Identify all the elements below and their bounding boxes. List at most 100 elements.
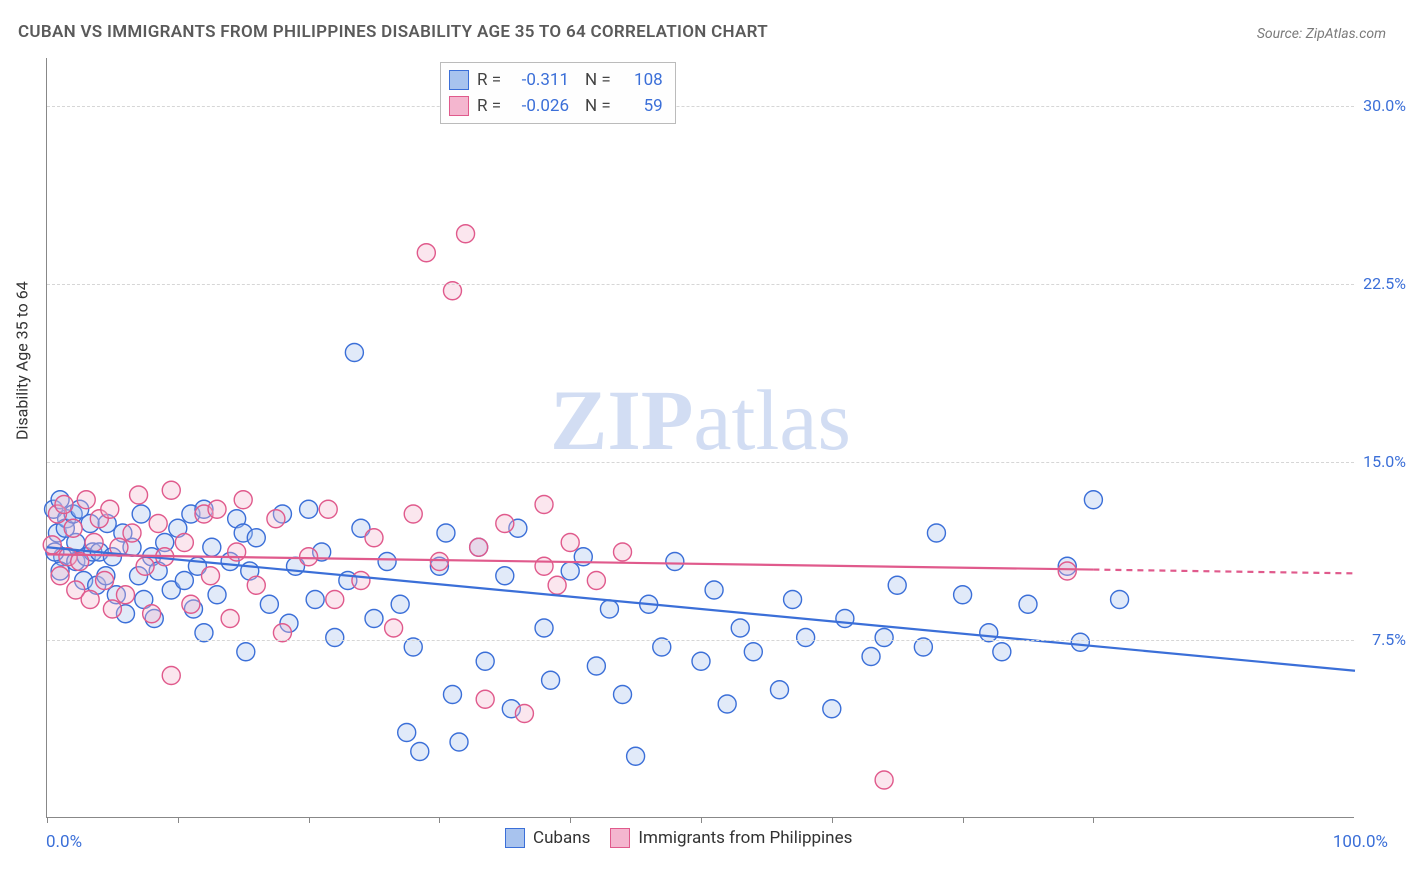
data-point bbox=[378, 553, 396, 571]
data-point bbox=[81, 591, 99, 609]
data-point bbox=[411, 743, 429, 761]
data-point bbox=[103, 600, 121, 618]
data-point bbox=[836, 610, 854, 628]
data-point bbox=[587, 572, 605, 590]
data-point bbox=[267, 510, 285, 528]
data-point bbox=[548, 576, 566, 594]
data-point bbox=[437, 524, 455, 542]
x-tick-mark bbox=[439, 817, 440, 823]
legend-r-value: -0.026 bbox=[509, 93, 569, 119]
legend-r-label: R = bbox=[477, 93, 501, 119]
data-point bbox=[875, 771, 893, 789]
legend-swatch bbox=[449, 96, 469, 116]
gridline bbox=[47, 640, 1354, 641]
y-tick-label: 7.5% bbox=[1336, 630, 1406, 649]
chart-title: CUBAN VS IMMIGRANTS FROM PHILIPPINES DIS… bbox=[18, 22, 768, 42]
data-point bbox=[954, 586, 972, 604]
data-point bbox=[443, 686, 461, 704]
gridline bbox=[47, 284, 1354, 285]
data-point bbox=[77, 491, 95, 509]
data-point bbox=[535, 496, 553, 514]
data-point bbox=[476, 652, 494, 670]
data-point bbox=[692, 652, 710, 670]
source-attribution: Source: ZipAtlas.com bbox=[1257, 26, 1386, 42]
data-point bbox=[365, 529, 383, 547]
data-point bbox=[143, 605, 161, 623]
x-tick-mark bbox=[570, 817, 571, 823]
legend-r-label: R = bbox=[477, 67, 501, 93]
data-point bbox=[182, 595, 200, 613]
data-point bbox=[55, 496, 73, 514]
data-point bbox=[149, 515, 167, 533]
data-point bbox=[221, 610, 239, 628]
data-point bbox=[823, 700, 841, 718]
legend-n-label: N = bbox=[585, 93, 611, 119]
data-point bbox=[300, 500, 318, 518]
data-point bbox=[542, 671, 560, 689]
data-point bbox=[202, 567, 220, 585]
data-point bbox=[1019, 595, 1037, 613]
legend-n-value: 108 bbox=[619, 67, 663, 93]
x-tick-mark bbox=[832, 817, 833, 823]
legend-stat-row: R = -0.311 N = 108 bbox=[449, 67, 663, 93]
x-tick-mark bbox=[1093, 817, 1094, 823]
legend-swatch bbox=[505, 828, 525, 848]
data-point bbox=[101, 500, 119, 518]
data-point bbox=[457, 225, 475, 243]
legend-series-name: Immigrants from Philippines bbox=[638, 828, 852, 848]
legend-n-label: N = bbox=[585, 67, 611, 93]
y-tick-label: 22.5% bbox=[1336, 274, 1406, 293]
data-point bbox=[208, 500, 226, 518]
data-point bbox=[123, 524, 141, 542]
data-point bbox=[600, 600, 618, 618]
x-tick-mark bbox=[178, 817, 179, 823]
data-point bbox=[300, 548, 318, 566]
data-point bbox=[770, 681, 788, 699]
legend-stat-row: R =-0.026N =59 bbox=[449, 93, 663, 119]
data-point bbox=[247, 576, 265, 594]
y-axis-label: Disability Age 35 to 64 bbox=[13, 281, 32, 440]
x-tick-mark bbox=[701, 817, 702, 823]
data-point bbox=[430, 553, 448, 571]
data-point bbox=[326, 629, 344, 647]
data-point bbox=[247, 529, 265, 547]
data-point bbox=[627, 747, 645, 765]
data-point bbox=[705, 581, 723, 599]
data-point bbox=[237, 643, 255, 661]
data-point bbox=[496, 567, 514, 585]
data-point bbox=[875, 629, 893, 647]
data-point bbox=[1058, 562, 1076, 580]
data-point bbox=[43, 536, 61, 554]
data-point bbox=[234, 491, 252, 509]
data-point bbox=[587, 657, 605, 675]
chart-svg bbox=[47, 58, 1354, 817]
plot-area: 7.5%15.0%22.5%30.0% bbox=[46, 58, 1354, 818]
data-point bbox=[993, 643, 1011, 661]
data-point bbox=[404, 505, 422, 523]
data-point bbox=[116, 586, 134, 604]
data-point bbox=[470, 538, 488, 556]
data-point bbox=[927, 524, 945, 542]
data-point bbox=[132, 505, 150, 523]
data-point bbox=[731, 619, 749, 637]
x-tick-mark bbox=[47, 817, 48, 823]
correlation-legend: R =-0.311N =108R =-0.026N =59 bbox=[440, 62, 676, 124]
data-point bbox=[162, 481, 180, 499]
data-point bbox=[496, 515, 514, 533]
legend-r-value: -0.311 bbox=[509, 67, 569, 93]
data-point bbox=[319, 500, 337, 518]
data-point bbox=[51, 567, 69, 585]
y-tick-label: 15.0% bbox=[1336, 452, 1406, 471]
data-point bbox=[260, 595, 278, 613]
data-point bbox=[352, 572, 370, 590]
data-point bbox=[96, 572, 114, 590]
data-point bbox=[718, 695, 736, 713]
data-point bbox=[535, 619, 553, 637]
data-point bbox=[175, 534, 193, 552]
data-point bbox=[365, 610, 383, 628]
data-point bbox=[175, 572, 193, 590]
data-point bbox=[345, 344, 363, 362]
data-point bbox=[85, 534, 103, 552]
data-point bbox=[326, 591, 344, 609]
data-point bbox=[162, 667, 180, 685]
